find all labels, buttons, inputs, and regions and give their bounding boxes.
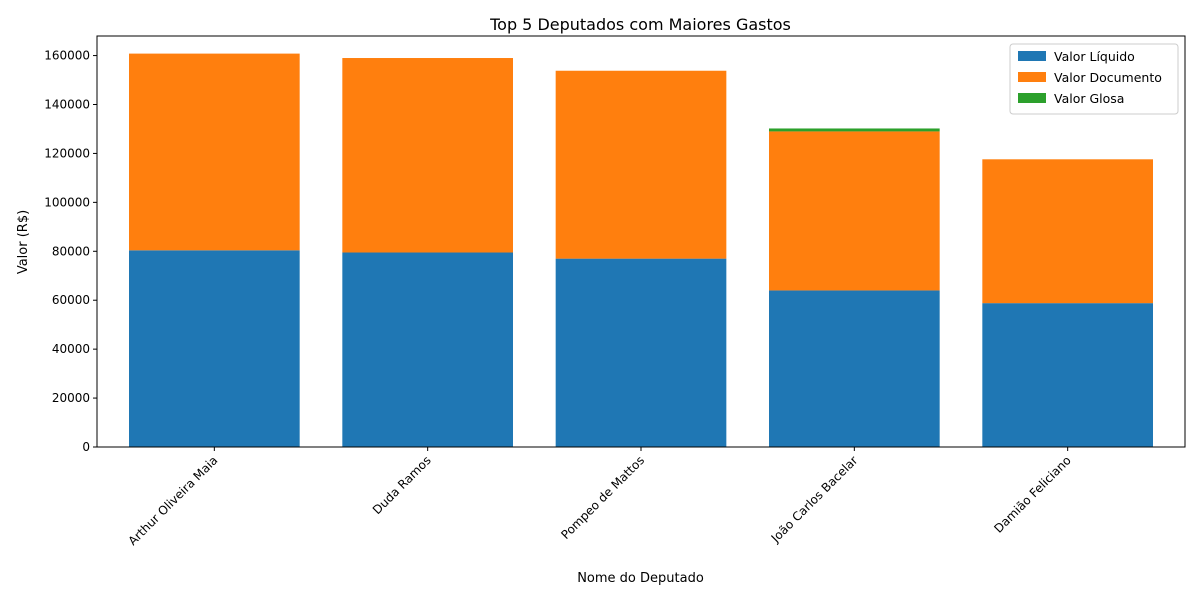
y-tick-label: 100000: [44, 195, 90, 209]
y-ticks: 0 20000 40000 60000 80000 100000 120000 140000 1…: [44, 49, 97, 454]
bar-valor-documento-duda-ramos: [342, 58, 513, 253]
bar-valor-liquido-joao-carlos-bacelar: [769, 290, 940, 447]
bars-layer: [129, 53, 1153, 448]
bar-valor-documento-damiao-feliciano: [982, 159, 1153, 304]
y-tick-label: 60000: [52, 293, 90, 307]
bar-valor-liquido-arthur-oliveira-maia: [129, 250, 300, 447]
y-tick-label: 160000: [44, 49, 90, 63]
bar-valor-documento-pompeo-de-mattos: [555, 70, 727, 259]
bar-valor-documento-arthur-oliveira-maia: [129, 53, 300, 251]
bar-valor-liquido-pompeo-de-mattos: [555, 258, 727, 448]
bar-valor-documento-joao-carlos-bacelar: [769, 131, 940, 291]
y-tick-label: 20000: [52, 391, 90, 405]
y-tick-label: 40000: [52, 342, 90, 356]
y-axis-label: Valor (R$): [16, 210, 31, 274]
y-tick-label: 80000: [52, 244, 90, 258]
bar-valor-liquido-damiao-feliciano: [982, 303, 1153, 447]
legend-swatch-valor-liquido: [1018, 51, 1046, 61]
legend-swatch-valor-documento: [1018, 72, 1046, 82]
x-axis-label: Nome do Deputado: [577, 571, 704, 586]
y-tick-label: 140000: [44, 98, 90, 112]
bar-valor-glosa-joao-carlos-bacelar: [769, 128, 940, 132]
legend-label-valor-liquido: Valor Líquido: [1054, 49, 1135, 64]
y-tick-label: 120000: [44, 146, 90, 160]
legend: Valor Líquido Valor Documento Valor Glosa: [1009, 43, 1179, 115]
legend-box: [1009, 43, 1179, 115]
legend-label-valor-glosa: Valor Glosa: [1054, 91, 1124, 106]
bar-valor-liquido-duda-ramos: [342, 252, 513, 447]
chart-title: Top 5 Deputados com Maiores Gastos: [489, 15, 791, 34]
legend-swatch-valor-glosa: [1018, 93, 1046, 103]
legend-label-valor-documento: Valor Documento: [1054, 70, 1162, 85]
y-tick-label: 0: [82, 440, 90, 454]
